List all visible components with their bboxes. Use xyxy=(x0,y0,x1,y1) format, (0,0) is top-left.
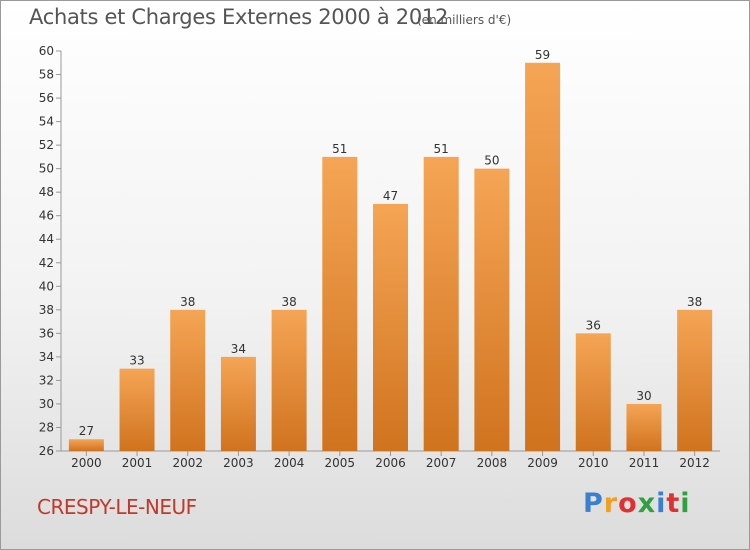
value-label: 50 xyxy=(484,154,499,168)
bar xyxy=(322,156,358,451)
x-tick-label: 2001 xyxy=(122,456,153,470)
x-tick-label: 2002 xyxy=(172,456,203,470)
x-tick-label: 2009 xyxy=(527,456,558,470)
bar xyxy=(474,168,510,451)
y-tick-label: 60 xyxy=(39,44,54,58)
value-label: 33 xyxy=(129,354,144,368)
value-label: 51 xyxy=(332,142,347,156)
y-tick-label: 56 xyxy=(39,91,54,105)
x-tick-label: 2000 xyxy=(71,456,102,470)
chart-title: Achats et Charges Externes 2000 à 2012 xyxy=(29,5,449,29)
value-label: 59 xyxy=(535,48,550,62)
x-tick-label: 2006 xyxy=(375,456,406,470)
y-tick-label: 42 xyxy=(39,256,54,270)
x-tick-label: 2012 xyxy=(679,456,710,470)
commune-name: CRESPY-LE-NEUF xyxy=(37,495,197,519)
bar xyxy=(525,62,561,451)
y-tick-label: 30 xyxy=(39,397,54,411)
x-tick-label: 2011 xyxy=(629,456,660,470)
bar xyxy=(373,203,408,451)
value-label: 36 xyxy=(586,318,601,332)
bar xyxy=(271,309,307,451)
bar xyxy=(575,333,611,451)
unit-note: (en milliers d'€) xyxy=(417,13,512,27)
proxiti-logo: Proxiti xyxy=(583,488,691,519)
y-tick-label: 38 xyxy=(39,303,54,317)
x-tick-label: 2010 xyxy=(578,456,609,470)
value-label: 47 xyxy=(383,189,398,203)
value-label: 38 xyxy=(687,295,702,309)
y-tick-label: 50 xyxy=(39,162,54,176)
y-tick-label: 58 xyxy=(39,68,54,82)
x-tick-label: 2007 xyxy=(426,456,457,470)
y-tick-label: 34 xyxy=(39,350,54,364)
bar xyxy=(220,356,256,451)
x-tick-label: 2008 xyxy=(477,456,508,470)
bar xyxy=(119,368,155,451)
y-tick-label: 28 xyxy=(39,420,54,434)
bar xyxy=(677,309,713,451)
bar xyxy=(68,439,104,451)
value-label: 34 xyxy=(231,342,246,356)
value-label: 38 xyxy=(281,295,296,309)
y-tick-label: 46 xyxy=(39,209,54,223)
x-tick-label: 2005 xyxy=(325,456,356,470)
y-tick-label: 48 xyxy=(39,185,54,199)
bar xyxy=(626,403,662,451)
value-label: 51 xyxy=(434,142,449,156)
y-tick-label: 44 xyxy=(39,232,54,246)
y-tick-label: 54 xyxy=(39,115,54,129)
y-tick-label: 52 xyxy=(39,138,54,152)
y-tick-label: 36 xyxy=(39,326,54,340)
value-label: 38 xyxy=(180,295,195,309)
value-label: 30 xyxy=(636,389,651,403)
x-tick-label: 2004 xyxy=(274,456,305,470)
y-tick-label: 40 xyxy=(39,279,54,293)
bar xyxy=(170,309,206,451)
y-tick-label: 32 xyxy=(39,373,54,387)
y-tick-label: 26 xyxy=(39,444,54,458)
x-tick-label: 2003 xyxy=(223,456,254,470)
value-label: 27 xyxy=(79,424,94,438)
bar xyxy=(423,156,459,451)
